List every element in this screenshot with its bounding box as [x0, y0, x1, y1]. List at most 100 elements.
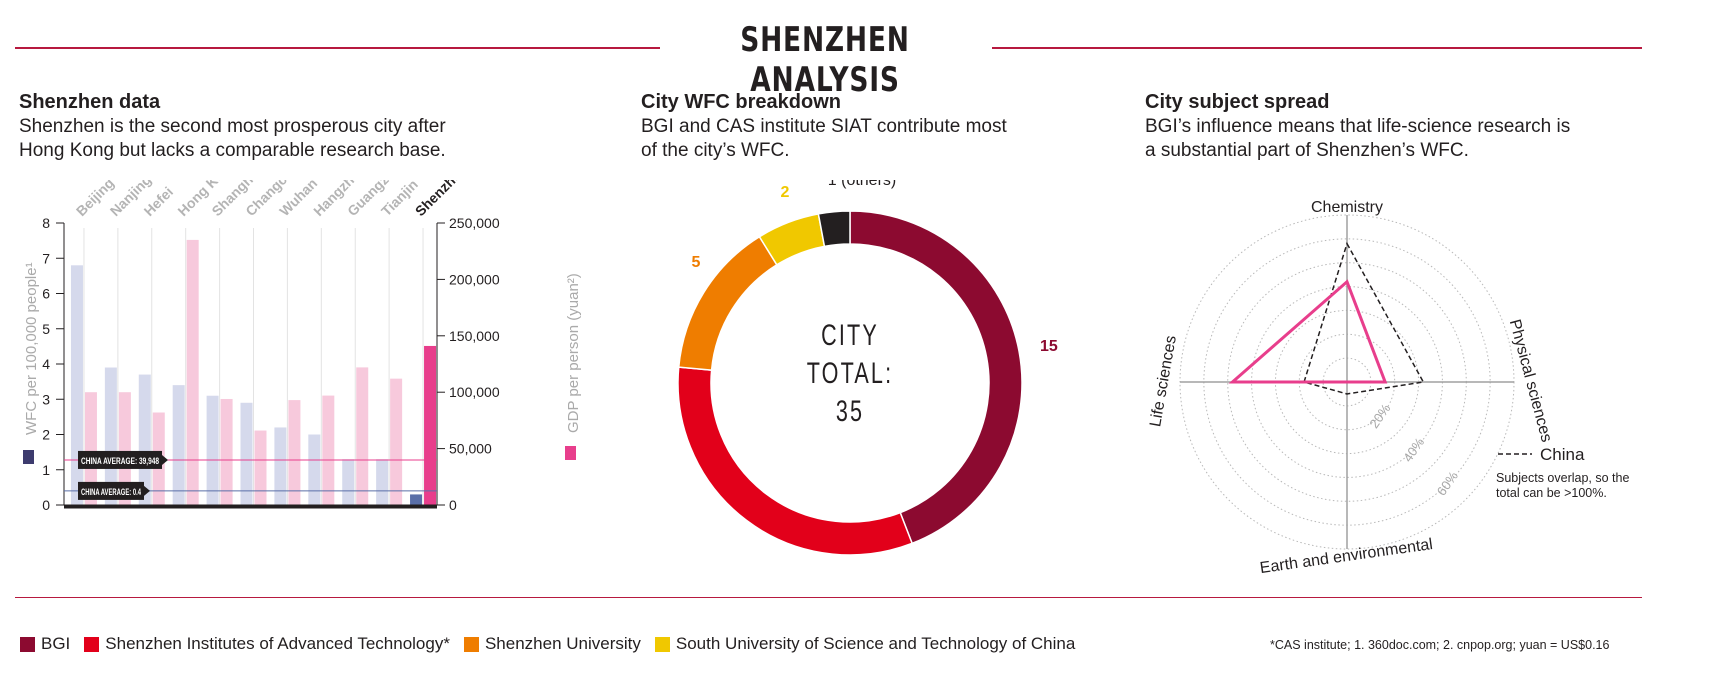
legend-swatch	[84, 636, 100, 652]
y-tick-label: 7	[42, 250, 50, 266]
left-panel-subtitle-line: Shenzhen is the second most prosperous c…	[19, 116, 446, 137]
right-panel-title: City subject spread	[1145, 91, 1330, 113]
gdp-bar	[390, 378, 403, 505]
radar-series-shenzhen	[1228, 279, 1388, 384]
donut-center-text: 35	[836, 393, 864, 427]
middle-panel-subtitle-line: BGI and CAS institute SIAT contribute mo…	[641, 116, 1007, 137]
gdp-bar	[288, 400, 301, 505]
legend-item: South University of Science and Technolo…	[654, 634, 1076, 654]
wfc-bar	[376, 459, 389, 505]
y-tick-label: 3	[42, 391, 50, 407]
y2-tick-label: 250,000	[449, 215, 500, 231]
gdp-bar	[356, 367, 369, 505]
donut-value-label: 2	[781, 184, 790, 201]
donut-value-label: 15	[1040, 338, 1058, 355]
legend-label: BGI	[41, 634, 71, 653]
wfc-donut-chart: 15 11 5 2 1 (others) CITY TOTAL: 35	[677, 180, 1058, 556]
left-panel-title: Shenzhen data	[19, 91, 161, 113]
y-tick-label: 6	[42, 286, 50, 302]
category-label: Shenzhen	[412, 180, 470, 219]
y-tick-label: 8	[42, 215, 50, 231]
donut-slice	[817, 210, 851, 248]
y-tick-label: 0	[42, 497, 50, 513]
wfc-bar	[206, 395, 219, 505]
donut-center-text: CITY	[821, 317, 879, 351]
right-panel-subtitle: BGI’s influence means that life-science …	[1145, 115, 1570, 163]
legend-item: BGI	[20, 634, 70, 654]
footer-rule	[15, 597, 1642, 598]
middle-panel-subtitle-line: of the city’s WFC.	[641, 140, 790, 161]
wfc-bar	[70, 265, 83, 505]
legend-swatch	[463, 636, 479, 652]
donut-value-label: 11	[715, 466, 732, 483]
radar-legend-label: China	[1540, 445, 1585, 464]
donut-value-label: 1 (others)	[828, 180, 896, 189]
wfc-bar	[308, 434, 321, 505]
donut-slice	[677, 366, 914, 556]
gdp-bar	[322, 395, 335, 505]
legend-swatch	[654, 636, 670, 652]
y2-tick-label: 0	[449, 497, 457, 513]
radar-axis-label: Life sciences	[1147, 334, 1180, 428]
left-panel-subtitle-line: Hong Kong but lacks a comparable researc…	[19, 140, 446, 161]
wfc-bar	[240, 402, 253, 505]
y-tick-label: 2	[42, 427, 50, 443]
source-footnote: *CAS institute; 1. 360doc.com; 2. cnpop.…	[1270, 638, 1610, 652]
radar-note: total can be >100%.	[1496, 486, 1607, 500]
gdp-bar	[254, 430, 267, 505]
legend-label: Shenzhen University	[484, 634, 641, 653]
y-tick-label: 5	[42, 321, 50, 337]
city-bar-chart: 0 1 2 3 4 5 6 7 8 0 50,000 100,000 150,000 200,000 250…	[23, 180, 582, 513]
y2-tick-label: 200,000	[449, 271, 500, 287]
wfc-bar	[104, 367, 117, 505]
legend-label: Shenzhen Institutes of Advanced Technolo…	[105, 634, 450, 653]
radar-series-china	[1303, 241, 1425, 395]
header-rule-right	[992, 47, 1642, 49]
wfc-bar	[274, 427, 287, 505]
y-tick-label: 1	[42, 462, 50, 478]
right-panel-subtitle-line: a substantial part of Shenzhen’s WFC.	[1145, 140, 1469, 161]
y-axis-title: WFC per 100,000 people¹	[23, 262, 40, 435]
middle-panel-title: City WFC breakdown	[641, 91, 842, 113]
gdp-bar	[118, 392, 131, 505]
radar-note: Subjects overlap, so the	[1496, 471, 1629, 485]
radar-ring-label: 20%	[1366, 401, 1393, 431]
right-panel-subtitle-line: BGI’s influence means that life-science …	[1145, 116, 1571, 137]
average-label: CHINA AVERAGE: 0.4	[81, 487, 141, 497]
wfc-bar	[342, 459, 355, 505]
category-label: Beijing	[73, 180, 117, 219]
wfc-bar	[172, 385, 185, 505]
average-label-box	[78, 481, 144, 500]
left-panel-subtitle: Shenzhen is the second most prosperous c…	[19, 115, 446, 163]
y2-tick-label: 50,000	[449, 441, 492, 457]
wfc-bar	[410, 494, 423, 505]
y-axis-key-swatch	[23, 450, 34, 464]
legend-label: South University of Science and Technolo…	[675, 634, 1076, 653]
average-label-pointer	[162, 454, 168, 465]
gdp-bar	[424, 345, 437, 505]
header-rule-left	[15, 47, 660, 49]
gdp-bar	[84, 392, 97, 505]
y-tick-label: 4	[42, 356, 50, 372]
y2-tick-label: 100,000	[449, 384, 500, 400]
y2-tick-label: 150,000	[449, 328, 500, 344]
gdp-bar	[186, 239, 199, 506]
donut-value-label: 5	[692, 254, 701, 271]
wfc-bar	[138, 374, 151, 505]
legend-item: Shenzhen University	[463, 634, 641, 654]
legend-swatch	[20, 636, 35, 652]
legend-item: Shenzhen Institutes of Advanced Technolo…	[84, 634, 450, 654]
donut-center-text: TOTAL:	[807, 355, 894, 389]
radar-axis-label: Physical sciences	[1506, 318, 1555, 444]
page-title: SHENZHEN ANALYSIS	[740, 20, 910, 100]
radar-ring-label: 60%	[1434, 468, 1461, 498]
gdp-bar	[220, 398, 233, 505]
radar-axis-label: Chemistry	[1311, 199, 1383, 216]
average-label-pointer	[144, 485, 150, 496]
average-label: CHINA AVERAGE: 39,948	[81, 456, 159, 466]
middle-panel-subtitle: BGI and CAS institute SIAT contribute mo…	[641, 115, 1007, 163]
y2-axis-title: GDP per person (yuan²)	[565, 273, 582, 433]
y2-axis-key-swatch	[565, 446, 576, 460]
